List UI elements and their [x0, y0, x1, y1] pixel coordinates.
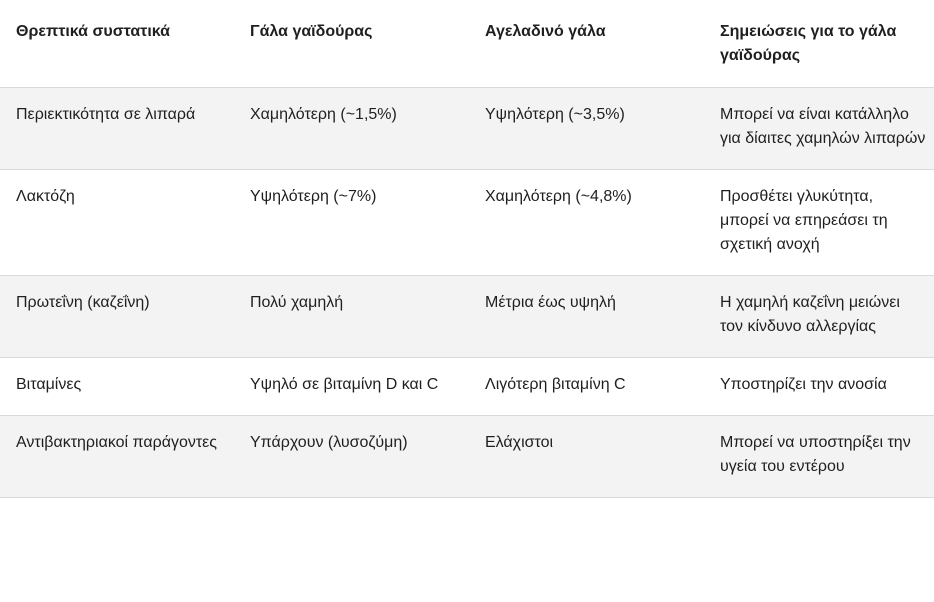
table-header-row: Θρεπτικά συστατικά Γάλα γαϊδούρας Αγελαδ…	[0, 0, 934, 88]
cell-nutrient: Αντιβακτηριακοί παράγοντες	[16, 434, 218, 451]
cell-nutrient: Λακτόζη	[16, 188, 75, 205]
cell-donkey-milk: Υψηλότερη (~7%)	[250, 188, 377, 205]
cell-notes: Μπορεί να υποστηρίξει την υγεία του εντέ…	[720, 434, 911, 475]
header-notes: Σημειώσεις για το γάλα γαϊδούρας	[720, 23, 897, 64]
cell-nutrient: Περιεκτικότητα σε λιπαρά	[16, 106, 196, 123]
cell-cow-milk: Ελάχιστοι	[485, 434, 554, 451]
cell-notes: Μπορεί να είναι κατάλληλο για δίαιτες χα…	[720, 106, 926, 147]
table-row: Αντιβακτηριακοί παράγοντες Υπάρχουν (λυσο…	[0, 415, 934, 498]
cell-cow-milk: Μέτρια έως υψηλή	[485, 294, 616, 311]
cell-donkey-milk: Υψηλό σε βιταμίνη D και C	[250, 376, 439, 393]
cell-nutrient: Βιταμίνες	[16, 376, 82, 393]
cell-notes: Προσθέτει γλυκύτητα, μπορεί να επηρεάσει…	[720, 188, 888, 253]
nutrition-comparison-table: Θρεπτικά συστατικά Γάλα γαϊδούρας Αγελαδ…	[0, 0, 934, 498]
header-donkey-milk: Γάλα γαϊδούρας	[250, 23, 373, 40]
cell-notes: Η χαμηλή καζεΐνη μειώνει τον κίνδυνο αλλ…	[720, 294, 900, 335]
cell-notes: Υποστηρίζει την ανοσία	[720, 376, 887, 393]
cell-cow-milk: Λιγότερη βιταμίνη C	[485, 376, 626, 393]
header-cow-milk: Αγελαδινό γάλα	[485, 23, 606, 40]
table-row: Βιταμίνες Υψηλό σε βιταμίνη D και C Λιγότε…	[0, 358, 934, 416]
table-row: Λακτόζη Υψηλότερη (~7%) Χαμηλότερη (~4,8%)…	[0, 170, 934, 276]
cell-nutrient: Πρωτεΐνη (καζεΐνη)	[16, 294, 150, 311]
cell-donkey-milk: Χαμηλότερη (~1,5%)	[250, 106, 397, 123]
header-nutrient: Θρεπτικά συστατικά	[16, 23, 170, 40]
cell-cow-milk: Υψηλότερη (~3,5%)	[485, 106, 625, 123]
cell-cow-milk: Χαμηλότερη (~4,8%)	[485, 188, 632, 205]
table-row: Πρωτεΐνη (καζεΐνη) Πολύ χαμηλή Μέτρια έως …	[0, 275, 934, 358]
table-row: Περιεκτικότητα σε λιπαρά Χαμηλότερη (~1,5…	[0, 87, 934, 170]
cell-donkey-milk: Υπάρχουν (λυσοζύμη)	[250, 434, 408, 451]
cell-donkey-milk: Πολύ χαμηλή	[250, 294, 344, 311]
